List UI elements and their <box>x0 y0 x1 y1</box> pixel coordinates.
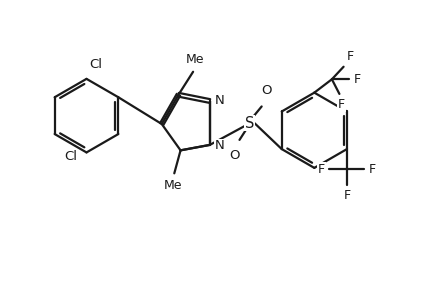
Text: S: S <box>245 116 254 131</box>
Text: Cl: Cl <box>89 58 102 71</box>
Text: F: F <box>343 189 351 202</box>
Text: F: F <box>369 163 376 176</box>
Text: F: F <box>318 163 325 176</box>
Text: O: O <box>230 149 240 162</box>
Text: F: F <box>338 98 345 111</box>
Text: Me: Me <box>186 53 205 66</box>
Text: F: F <box>354 73 361 86</box>
Text: N: N <box>215 94 225 107</box>
Text: N: N <box>215 139 225 152</box>
Text: Me: Me <box>164 179 183 192</box>
Text: O: O <box>261 84 271 97</box>
Text: Cl: Cl <box>64 150 77 163</box>
Text: F: F <box>347 50 354 64</box>
